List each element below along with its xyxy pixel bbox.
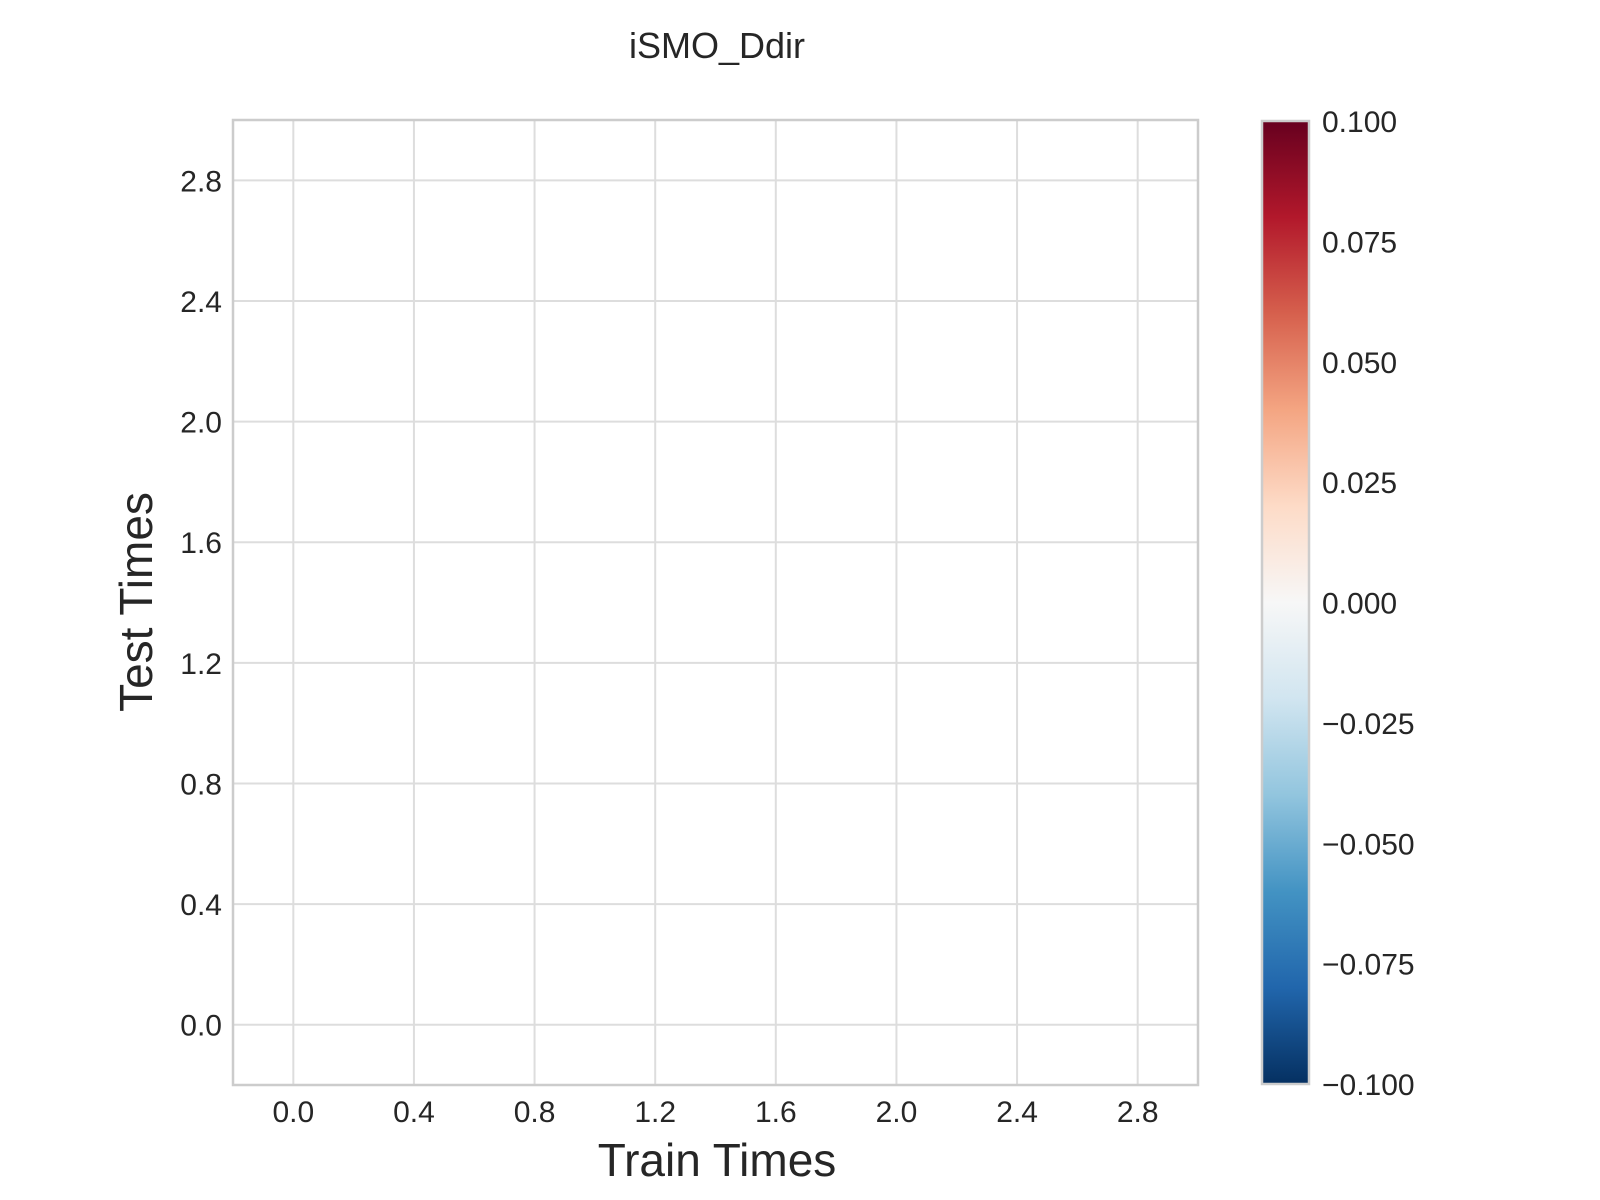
- y-tick-label: 1.6: [180, 527, 222, 560]
- x-tick-label: 2.0: [876, 1096, 918, 1129]
- x-tick-label: 1.6: [755, 1096, 797, 1129]
- colorbar-tick-label: 0.100: [1322, 106, 1397, 139]
- colorbar-tick-label: 0.050: [1322, 347, 1397, 380]
- x-tick-label: 0.8: [514, 1096, 556, 1129]
- y-tick-label: 2.4: [180, 286, 222, 319]
- colorbar: 0.100 0.075 0.050 0.025 0.000 −0.025 −0.050 −0.…: [1260, 106, 1415, 1102]
- x-tick-label: 0.0: [272, 1096, 314, 1129]
- plot-frame: [231, 118, 1200, 1087]
- y-tick-label: 0.4: [180, 889, 222, 922]
- plot-background: [233, 120, 1198, 1085]
- y-tick-label: 0.0: [180, 1010, 222, 1043]
- x-tick-label: 1.2: [634, 1096, 676, 1129]
- x-tick-label: 0.4: [393, 1096, 435, 1129]
- x-tick-label: 2.4: [996, 1096, 1038, 1129]
- grid-lines: [233, 120, 1198, 1085]
- colorbar-tick-label: −0.025: [1322, 708, 1415, 741]
- colorbar-tick-label: −0.075: [1322, 949, 1415, 982]
- colorbar-tick-label: −0.100: [1322, 1069, 1415, 1102]
- colorbar-tick-label: 0.025: [1322, 467, 1397, 500]
- x-axis-label: Train Times: [598, 1134, 837, 1186]
- y-tick-label: 2.8: [180, 165, 222, 198]
- colorbar-tick-label: −0.050: [1322, 828, 1415, 861]
- x-axis-ticks: 0.0 0.4 0.8 1.2 1.6 2.0 2.4 2.8: [272, 1096, 1158, 1129]
- colorbar-tick-label: 0.075: [1322, 226, 1397, 259]
- plot-area: [231, 118, 1200, 1087]
- y-tick-label: 0.8: [180, 768, 222, 801]
- y-axis-ticks: 0.0 0.4 0.8 1.2 1.6 2.0 2.4 2.8: [180, 165, 222, 1042]
- x-tick-label: 2.8: [1117, 1096, 1159, 1129]
- y-tick-label: 1.2: [180, 648, 222, 681]
- y-tick-label: 2.0: [180, 407, 222, 440]
- chart-title: iSMO_Ddir: [629, 25, 805, 66]
- colorbar-gradient: [1260, 119, 1311, 1086]
- colorbar-tick-label: 0.000: [1322, 588, 1397, 621]
- colorbar-ticks: 0.100 0.075 0.050 0.025 0.000 −0.025 −0.050 −0.…: [1322, 106, 1415, 1102]
- y-axis-label: Test Times: [110, 492, 162, 712]
